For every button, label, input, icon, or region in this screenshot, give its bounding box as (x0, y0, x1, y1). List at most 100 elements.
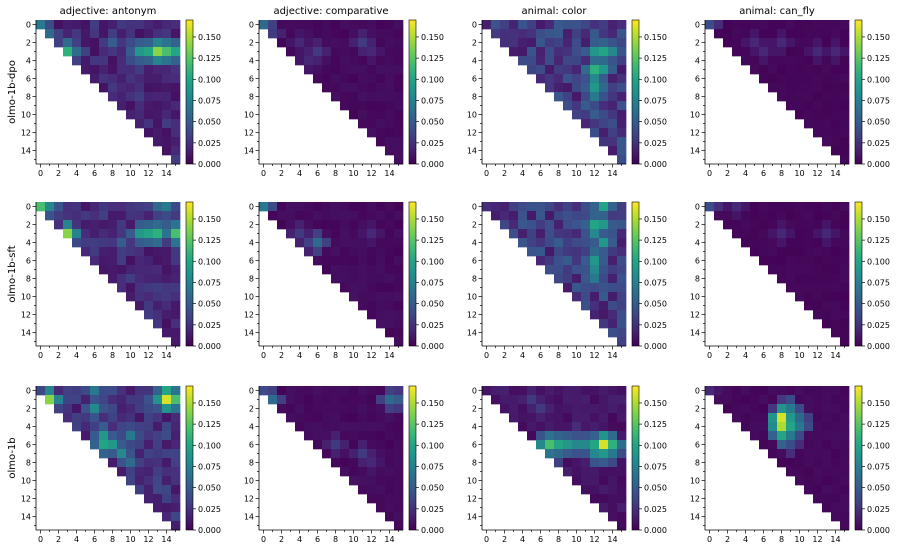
heatmap-cell (63, 413, 73, 423)
heatmap-cell (581, 211, 591, 221)
heatmap-cell (590, 467, 600, 477)
heatmap-cell (581, 74, 591, 84)
heatmap-cell (358, 65, 368, 75)
x-tick-label: 8 (110, 351, 115, 360)
colorbar-tick-label: 0.125 (198, 420, 221, 429)
heatmap-cell (162, 310, 172, 320)
heatmap-cell (322, 65, 332, 75)
heatmap-cell (322, 265, 332, 275)
heatmap-cell (518, 395, 528, 405)
heatmap-cell (759, 202, 769, 212)
heatmap-cell (608, 274, 618, 284)
heatmap-cell (563, 431, 573, 441)
heatmap-cell (126, 292, 136, 302)
heatmap-cell (795, 413, 805, 423)
heatmap-cell (331, 431, 341, 441)
heatmap-cell (162, 202, 172, 212)
colorbar-tick-label: 0.125 (644, 420, 667, 429)
heatmap-cell (99, 395, 109, 405)
heatmap-cell (795, 29, 805, 39)
heatmap-cell (554, 211, 564, 221)
heatmap-cell (36, 386, 46, 396)
x-tick-label: 14 (161, 169, 171, 178)
heatmap-cell (822, 485, 832, 495)
heatmap-cell (162, 283, 172, 293)
heatmap-cell (72, 238, 82, 248)
heatmap-cell (768, 449, 778, 459)
heatmap-cell (795, 38, 805, 48)
heatmap-cell (153, 458, 163, 468)
heatmap-cell (385, 328, 395, 338)
heatmap-cell (313, 431, 323, 441)
heatmap-cell (286, 38, 296, 48)
heatmap-cell (804, 238, 814, 248)
heatmap-cell (135, 476, 145, 486)
heatmap-cell (135, 74, 145, 84)
heatmap-cell (545, 431, 555, 441)
heatmap-cell (304, 202, 314, 212)
heatmap-cell (822, 274, 832, 284)
y-tick-label: 8 (695, 459, 700, 468)
heatmap-cell (394, 74, 404, 84)
heatmap-cell (590, 413, 600, 423)
heatmap-cell (822, 137, 832, 147)
heatmap-cell (581, 404, 591, 414)
heatmap-cell (581, 485, 591, 495)
heatmap-cell (295, 229, 305, 239)
heatmap-cell (90, 422, 100, 432)
heatmap-cell (831, 256, 841, 266)
heatmap-cell (349, 431, 359, 441)
heatmap-cell (349, 202, 359, 212)
heatmap-cell (831, 440, 841, 450)
heatmap-cell (554, 83, 564, 93)
heatmap-cell (153, 395, 163, 405)
heatmap-cell (599, 413, 609, 423)
heatmap-cell (349, 247, 359, 257)
heatmap-cell (732, 386, 742, 396)
heatmap-cell (394, 238, 404, 248)
heatmap-cell (153, 65, 163, 75)
heatmap-cell (813, 494, 823, 504)
heatmap-cell (768, 202, 778, 212)
heatmap-cell (99, 247, 109, 257)
heatmap-cell (840, 110, 850, 120)
heatmap-cell (590, 56, 600, 66)
heatmap-cell (590, 256, 600, 266)
heatmap-cell (822, 503, 832, 513)
heatmap-cell (99, 29, 109, 39)
heatmap-cell (750, 422, 760, 432)
heatmap-cell (394, 292, 404, 302)
heatmap-cell (599, 467, 609, 477)
heatmap-cell (831, 449, 841, 459)
y-tick-label: 8 (472, 275, 477, 284)
heatmap-cell (162, 83, 172, 93)
heatmap-cell (554, 38, 564, 48)
heatmap-cell (367, 422, 377, 432)
heatmap-cell (385, 211, 395, 221)
heatmap-cell (527, 229, 537, 239)
heatmap-cell (313, 256, 323, 266)
heatmap-cell (795, 211, 805, 221)
heatmap-cell (759, 395, 769, 405)
heatmap-cell (367, 211, 377, 221)
heatmap-cell (322, 413, 332, 423)
heatmap-cell (394, 229, 404, 239)
heatmap-cell (617, 29, 627, 39)
heatmap-cell (322, 386, 332, 396)
heatmap-cell (840, 521, 850, 531)
y-tick-label: 6 (472, 257, 477, 266)
panel-title: animal: can_fly (739, 6, 815, 17)
heatmap-cell (331, 422, 341, 432)
heatmap-cell (608, 494, 618, 504)
heatmap-cell (840, 458, 850, 468)
x-tick-label: 14 (384, 535, 394, 544)
heatmap-cell (795, 110, 805, 120)
heatmap-cell (162, 29, 172, 39)
heatmap-cell (581, 301, 591, 311)
x-tick-label: 4 (520, 169, 525, 178)
heatmap-cell (117, 386, 127, 396)
heatmap-cell (608, 38, 618, 48)
heatmap-cell (813, 265, 823, 275)
y-tick-label: 12 (467, 311, 477, 320)
